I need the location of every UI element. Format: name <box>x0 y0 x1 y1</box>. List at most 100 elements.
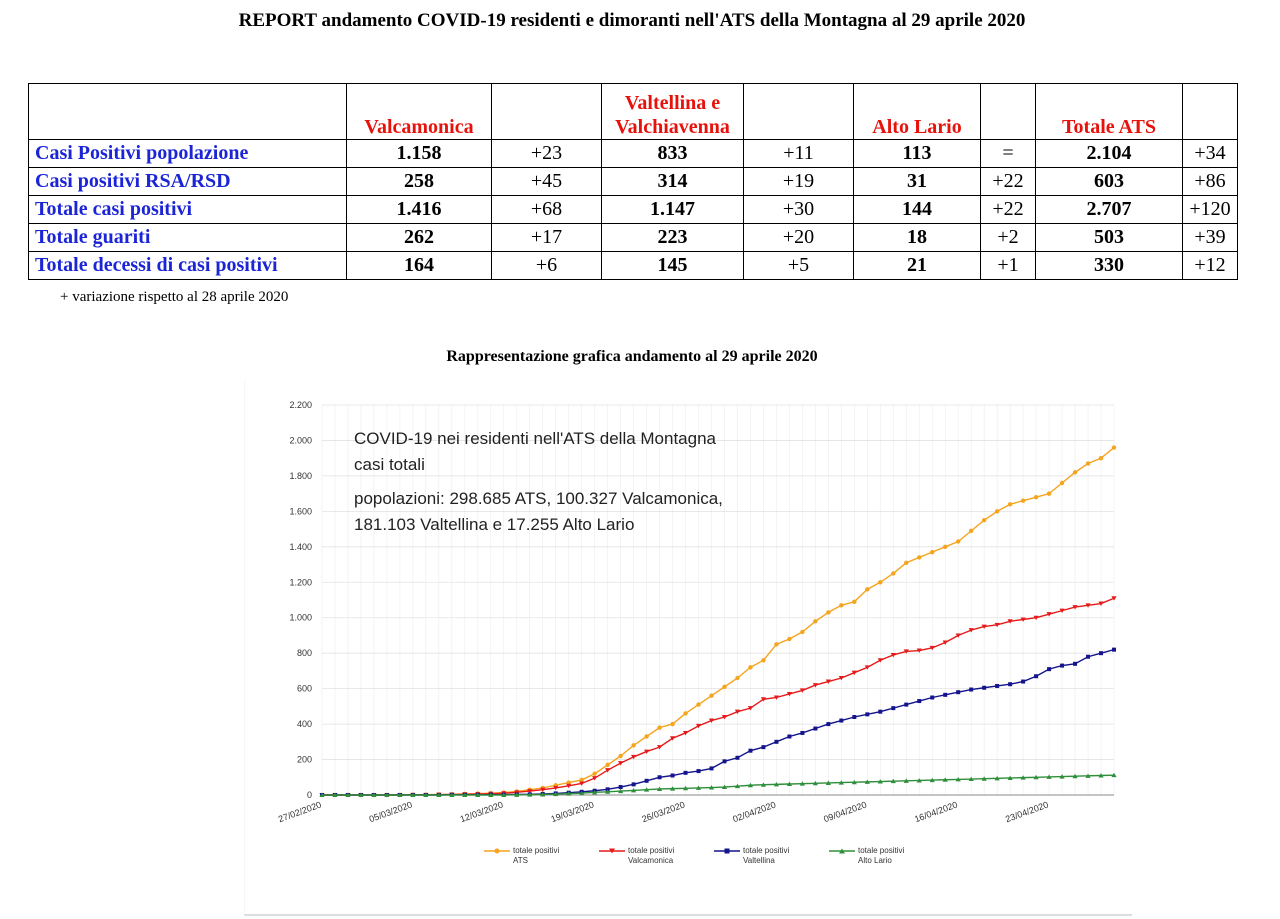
delta-cell: +22 <box>980 167 1036 196</box>
data-point <box>760 782 767 787</box>
data-point <box>865 712 870 717</box>
header-alto-lario: Alto Lario <box>853 83 981 140</box>
delta-cell: +39 <box>1182 223 1238 252</box>
data-point <box>787 636 792 642</box>
data-point <box>773 695 780 700</box>
series-line <box>322 774 1115 796</box>
value-cell: 314 <box>601 167 744 196</box>
data-point <box>1020 498 1026 503</box>
data-point <box>618 753 623 759</box>
data-point <box>553 791 559 797</box>
value-cell: 164 <box>346 251 492 280</box>
delta-cell: +6 <box>491 251 602 280</box>
data-point <box>1060 663 1065 668</box>
data-point <box>916 648 922 653</box>
data-point <box>838 676 844 681</box>
data-point <box>852 599 857 604</box>
data-point <box>748 748 753 753</box>
data-point <box>501 792 507 797</box>
header-empty <box>28 83 347 140</box>
data-point <box>618 788 624 794</box>
data-point <box>1072 773 1078 779</box>
data-point <box>1098 773 1104 778</box>
data-point <box>1072 470 1078 475</box>
data-point <box>864 665 870 670</box>
data-point <box>618 761 624 766</box>
data-point <box>734 709 741 715</box>
data-point <box>1111 772 1117 778</box>
value-cell: 2.707 <box>1035 195 1183 224</box>
value-cell: 1.147 <box>601 195 744 224</box>
delta-cell: +86 <box>1182 167 1238 196</box>
value-cell: 223 <box>601 223 744 252</box>
data-point <box>904 560 909 565</box>
data-point <box>397 792 403 797</box>
data-point <box>1046 612 1052 617</box>
data-point <box>1021 679 1026 684</box>
delta-cell: +30 <box>743 195 854 224</box>
data-point <box>669 736 676 741</box>
delta-cell: +5 <box>743 251 854 280</box>
footnote: + variazione rispetto al 28 aprile 2020 <box>60 289 289 305</box>
y-tick-label: 800 <box>297 648 312 658</box>
annotation-line: popolazioni: 298.685 ATS, 100.327 Valcam… <box>354 489 723 508</box>
data-point <box>670 721 675 727</box>
data-point <box>1007 775 1013 780</box>
data-point <box>865 587 870 592</box>
data-point <box>436 792 442 797</box>
delta-cell: +17 <box>491 223 602 252</box>
legend-item-valcamonica: totale positivi Valcamonica <box>599 846 714 872</box>
data-point <box>669 786 676 791</box>
data-point <box>1034 674 1039 679</box>
delta-cell: +23 <box>491 139 602 168</box>
legend-label: totale positivi <box>743 846 790 855</box>
y-tick-label: 1.600 <box>289 506 312 516</box>
y-tick-label: 2.200 <box>289 400 312 410</box>
data-point <box>708 718 715 723</box>
data-point <box>852 715 857 719</box>
data-point <box>657 775 662 780</box>
data-point <box>813 619 818 624</box>
data-point <box>592 771 597 776</box>
value-cell: 31 <box>853 167 981 196</box>
data-point <box>890 778 896 784</box>
data-point <box>1059 480 1065 486</box>
data-point <box>1098 601 1104 606</box>
data-point <box>968 628 974 633</box>
data-point <box>708 785 715 790</box>
data-point <box>683 711 688 716</box>
y-tick-label: 600 <box>297 684 312 694</box>
x-tick-label: 05/03/2020 <box>368 799 414 824</box>
data-point <box>1033 774 1039 780</box>
legend-label: Valtellina <box>743 856 775 865</box>
data-point <box>838 780 844 785</box>
data-point <box>605 768 611 773</box>
data-point <box>760 697 767 702</box>
chart-annotation: COVID-19 nei residenti nell'ATS della Mo… <box>354 426 874 538</box>
data-point <box>956 690 961 695</box>
data-point <box>878 709 883 714</box>
table-row: Totale casi positivi 1.416 +68 1.147 +30 144 +… <box>28 195 1238 224</box>
delta-cell: +22 <box>980 195 1036 224</box>
data-point <box>332 792 338 797</box>
data-point <box>930 695 935 700</box>
data-point <box>1046 774 1052 779</box>
data-point <box>709 766 714 771</box>
data-point <box>917 555 922 560</box>
delta-cell: +19 <box>743 167 854 196</box>
data-point <box>839 603 844 608</box>
value-cell: 144 <box>853 195 981 224</box>
data-point <box>605 787 610 792</box>
data-point <box>800 629 805 635</box>
data-point <box>825 679 831 684</box>
table-header-row: Valcamonica Valtellina e Valchiavenna Al… <box>28 83 1238 140</box>
x-tick-label: 26/03/2020 <box>640 799 686 824</box>
data-point <box>566 791 572 796</box>
data-point <box>929 645 935 651</box>
data-point <box>643 749 650 754</box>
data-point <box>903 649 909 654</box>
data-point <box>695 723 702 729</box>
annotation-line: casi totali <box>354 455 425 474</box>
data-point <box>982 685 987 690</box>
value-cell: 2.104 <box>1035 139 1183 168</box>
